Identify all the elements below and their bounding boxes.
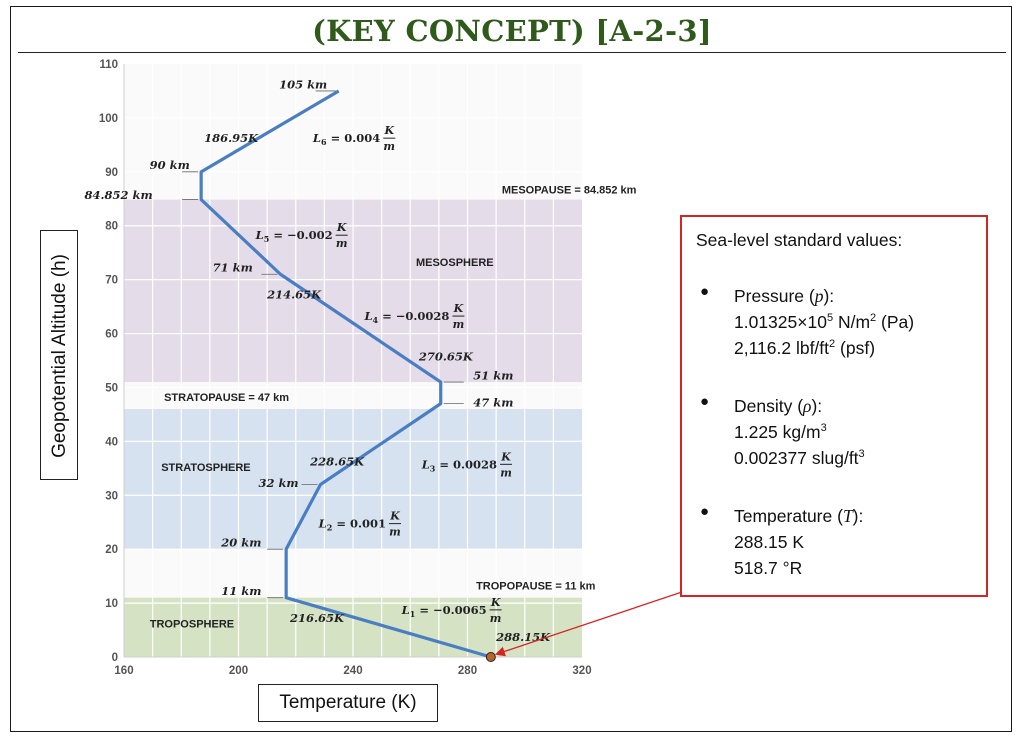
altitude-temperature-label: 214.65K [266, 288, 322, 302]
x-tick-label: 160 [114, 665, 133, 677]
temperature-profile-line [199, 89, 492, 659]
y-tick-label: 60 [105, 329, 118, 341]
y-tick-label: 30 [105, 490, 118, 502]
pressure-label: Pressure (p): [734, 286, 835, 306]
temperature-kelvin-value: 288.15 K [734, 532, 805, 552]
lapse-rate-text: L2 = 0.001 [318, 517, 386, 533]
y-tick-label: 110 [99, 59, 118, 71]
density-us-value: 0.002377 slug/ft3 [734, 448, 865, 468]
altitude-temperature-label: 288.15K [495, 630, 551, 644]
title-divider [18, 52, 1006, 53]
y-tick-label: 0 [112, 652, 118, 664]
y-tick-label: 100 [99, 113, 118, 125]
y-axis-label-text: Geopotential Altitude (h) [49, 254, 70, 458]
y-tick-label: 70 [105, 275, 118, 287]
lapse-rate-unit-numerator: K [490, 596, 501, 609]
bullet-icon: ● [700, 393, 710, 410]
y-tick-label: 90 [105, 167, 118, 179]
slide-title: (KEY CONCEPT) [A-2-3] [312, 14, 712, 48]
bullet-icon: ● [700, 503, 710, 520]
sea-level-heading: Sea-level standard values: [696, 230, 903, 250]
boundary-label: TROPOPAUSE = 11 km [476, 581, 596, 593]
y-tick-label: 20 [105, 544, 118, 556]
sea-level-values-box: Sea-level standard values: ● Pressure (p… [680, 215, 988, 597]
y-tick-label: 10 [105, 598, 118, 610]
lapse-rate-unit-numerator: K [453, 302, 464, 315]
temperature-rankine-value: 518.7 °R [734, 558, 803, 578]
slide-frame [10, 6, 1012, 732]
boundary-label: MESOPAUSE = 84.852 km [502, 184, 637, 196]
x-tick-label: 200 [229, 665, 248, 677]
callout-arrow [494, 591, 683, 657]
altitude-temperature-label: 105 km [279, 77, 327, 91]
lapse-rate-unit-denominator: m [453, 318, 465, 331]
altitude-temperature-label: 216.65K [289, 611, 345, 625]
lapse-rate-unit-denominator: m [336, 237, 348, 250]
x-tick-label: 280 [458, 665, 477, 677]
y-tick-label: 40 [105, 436, 118, 448]
y-tick-label: 80 [105, 221, 118, 233]
y-axis-label-box: Geopotential Altitude (h) [40, 230, 78, 480]
altitude-temperature-label: 47 km [473, 395, 513, 409]
density-label: Density (ρ): [734, 396, 823, 416]
altitude-temperature-label: 32 km [258, 476, 298, 490]
band-label: STRATOSPHERE [161, 462, 250, 474]
altitude-temperature-label: 11 km [221, 584, 261, 598]
altitude-temperature-label: 20 km [220, 535, 261, 549]
altitude-temperature-label: 270.65K [418, 350, 474, 364]
altitude-temperature-label: 228.65K [309, 455, 365, 469]
pressure-us-value: 2,116.2 lbf/ft2 (psf) [734, 338, 876, 358]
lapse-rate-unit-numerator: K [383, 124, 394, 137]
y-tick-label: 50 [105, 382, 118, 394]
y-axis-label: Geopotential Altitude (h) [49, 254, 71, 458]
lapse-rate-unit-denominator: m [500, 466, 512, 479]
lapse-rate-label: L4 = −0.0028 Km [363, 302, 465, 331]
lapse-rate-unit-denominator: m [389, 526, 401, 539]
lapse-rate-text: L5 = −0.002 [255, 228, 333, 244]
sea-level-marker [485, 652, 496, 662]
density-si-value: 1.225 kg/m3 [734, 422, 827, 442]
altitude-temperature-label: 84.852 km [84, 188, 152, 202]
x-tick-label: 320 [572, 665, 591, 677]
x-tick-label: 240 [343, 665, 362, 677]
altitude-temperature-label: 51 km [473, 368, 513, 382]
lapse-rate-unit-denominator: m [383, 140, 395, 153]
boundary-label: STRATOPAUSE = 47 km [164, 392, 289, 404]
lapse-rate-unit-numerator: K [500, 450, 511, 463]
altitude-temperature-label: 186.95K [204, 131, 259, 145]
lapse-rate-text: L4 = −0.0028 [363, 309, 449, 325]
lapse-rate-text: L6 = 0.004 [312, 131, 380, 147]
temperature-label: Temperature (T): [734, 506, 864, 526]
altitude-temperature-label: 90 km [150, 158, 190, 172]
altitude-temperature-label: 71 km [213, 261, 253, 275]
band-label: MESOSPHERE [416, 257, 494, 269]
lapse-rate-text: L3 = 0.0028 [421, 457, 497, 473]
pressure-si-value: 1.01325×105 N/m2 (Pa) [734, 312, 915, 332]
lapse-rate-unit-denominator: m [490, 612, 502, 625]
bullet-icon: ● [700, 283, 710, 300]
band-label: TROPOSPHERE [150, 618, 234, 630]
lapse-rate-unit-numerator: K [336, 221, 347, 234]
lapse-rate-unit-numerator: K [389, 510, 400, 523]
lapse-rate-text: L1 = −0.0065 [401, 603, 487, 619]
x-axis-label: Temperature (K) [258, 684, 438, 722]
